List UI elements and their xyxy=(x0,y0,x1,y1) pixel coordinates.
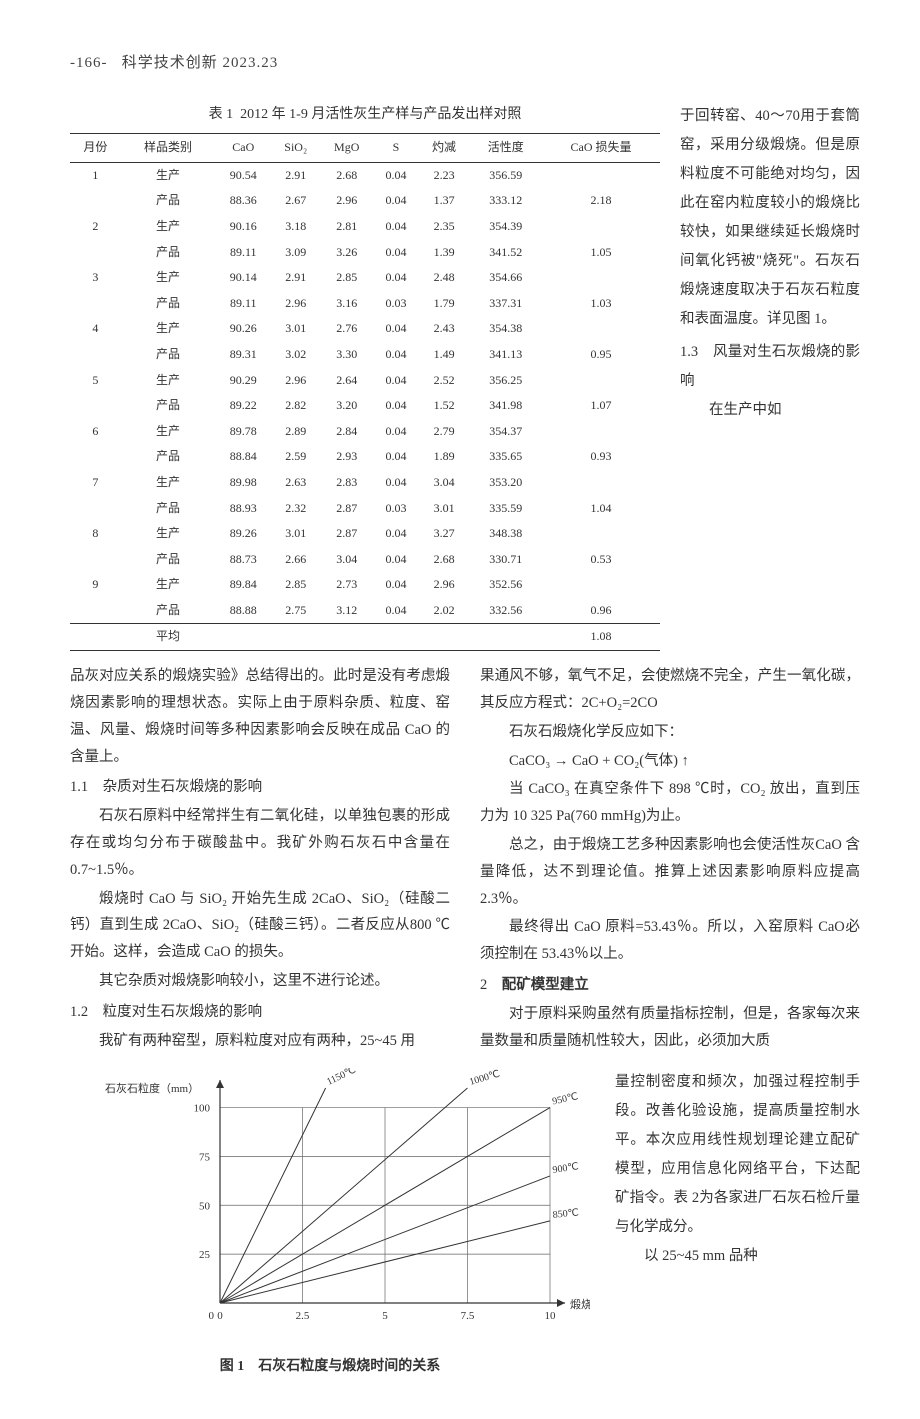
table-row: 产品88.362.672.960.041.37333.122.18 xyxy=(70,188,660,214)
svg-text:75: 75 xyxy=(199,1152,211,1164)
section-1-2: 1.2 粒度对生石灰煅烧的影响 xyxy=(70,999,450,1026)
page-header: -166- 科学技术创新 2023.23 xyxy=(70,50,860,77)
table-col-header: CaO 损失量 xyxy=(542,134,660,163)
table-row: 1生产90.542.912.680.042.23356.59 xyxy=(70,162,660,188)
table-col-header: CaO xyxy=(215,134,271,163)
table-row: 2生产90.163.182.810.042.35354.39 xyxy=(70,214,660,240)
svg-text:50: 50 xyxy=(199,1201,211,1213)
svg-text:7.5: 7.5 xyxy=(461,1310,475,1322)
table-row: 8生产89.263.012.870.043.27348.38 xyxy=(70,521,660,547)
svg-text:石灰石粒度（mm）: 石灰石粒度（mm） xyxy=(105,1081,199,1095)
table-row: 产品88.732.663.040.042.68330.710.53 xyxy=(70,547,660,573)
rn-p2: 在生产中如 xyxy=(709,402,782,418)
svg-text:950℃: 950℃ xyxy=(551,1092,579,1108)
table-row: 4生产90.263.012.760.042.43354.38 xyxy=(70,316,660,342)
table-row: 7生产89.982.632.830.043.04353.20 xyxy=(70,470,660,496)
table-col-header: 灼减 xyxy=(419,134,470,163)
svg-text:100: 100 xyxy=(194,1103,211,1115)
svg-text:25: 25 xyxy=(199,1250,211,1262)
table-row: 6生产89.782.892.840.042.79354.37 xyxy=(70,419,660,445)
rc-p6: 对于原料采购虽然有质量指标控制，但是，各家每次来量数量和质量随机性较大，因此，必… xyxy=(480,1001,860,1055)
left-column: 品灰对应关系的煅烧实验》总结得出的。此时是没有考虑煅烧因素影响的理想状态。实际上… xyxy=(70,663,450,1056)
svg-text:1150℃: 1150℃ xyxy=(325,1068,358,1088)
table-row: 产品89.112.963.160.031.79337.311.03 xyxy=(70,291,660,317)
svg-text:900℃: 900℃ xyxy=(552,1162,580,1177)
svg-text:煅烧时间（小时）: 煅烧时间（小时） xyxy=(570,1297,590,1311)
rc-p3: 当 CaCO₃ 在真空条件下 898 ℃时，CO₂ 放出，直到压力为 10 32… xyxy=(480,776,860,830)
section-2: 2 配矿模型建立 xyxy=(480,972,860,999)
lc-p3: 煅烧时 CaO 与 SiO₂ 开始先生成 2CaO、SiO₂（硅酸二钙）直到生成… xyxy=(70,886,450,966)
svg-text:0: 0 xyxy=(217,1310,223,1322)
figure-1: 0 2.5 5 7.5 10 25 50 75 100 0 1150℃ 1000℃ 950℃ 900℃ 85… xyxy=(70,1068,590,1378)
lc-p4: 其它杂质对煅烧影响较小，这里不进行论述。 xyxy=(70,968,450,995)
lr-p2: 以 25~45 mm 品种 xyxy=(615,1242,860,1271)
table-col-header: 月份 xyxy=(70,134,121,163)
table-avg-row: 平均1.08 xyxy=(70,624,660,651)
journal-name: 科学技术创新 2023.23 xyxy=(122,55,279,71)
svg-text:1000℃: 1000℃ xyxy=(468,1069,501,1088)
svg-text:10: 10 xyxy=(545,1310,557,1322)
svg-text:850℃: 850℃ xyxy=(552,1208,579,1222)
table-row: 产品88.882.753.120.042.02332.560.96 xyxy=(70,598,660,624)
lc-p5: 我矿有两种窑型，原料粒度对应有两种，25~45 用 xyxy=(70,1028,450,1055)
svg-text:0: 0 xyxy=(209,1310,215,1322)
lc-p1: 品灰对应关系的煅烧实验》总结得出的。此时是没有考虑煅烧因素影响的理想状态。实际上… xyxy=(70,663,450,770)
table-col-header: 活性度 xyxy=(469,134,542,163)
rc-p5: 最终得出 CaO 原料=53.43％。所以，入窑原料 CaO必须控制在 53.4… xyxy=(480,914,860,968)
svg-text:2.5: 2.5 xyxy=(296,1310,310,1322)
table-row: 9生产89.842.852.730.042.96352.56 xyxy=(70,572,660,598)
table-col-header: SiO₂ xyxy=(271,134,320,163)
table-col-header: 样品类别 xyxy=(121,134,215,163)
table-row: 产品89.313.023.300.041.49341.130.95 xyxy=(70,342,660,368)
table-row: 产品89.222.823.200.041.52341.981.07 xyxy=(70,393,660,419)
table-1-caption: 表 1 2012 年 1-9 月活性灰生产样与产品发出样对照 xyxy=(70,102,660,127)
rc-eq: CaCO₃ → CaO + CO₂(气体) ↑ xyxy=(480,748,860,775)
rc-p4: 总之，由于煅烧工艺多种因素影响也会使活性灰CaO 含量降低，达不到理论值。推算上… xyxy=(480,832,860,912)
rc-p1: 果通风不够，氧气不足，会使燃烧不完全，产生一氧化碳，其反应方程式：2C+O₂=2… xyxy=(480,663,860,717)
right-narrow-column: 于回转窑、40～70用于套筒窑，采用分级煅烧。但是原料粒度不可能绝对均匀，因此在… xyxy=(680,102,860,651)
section-1-3: 1.3 风量对生石灰煅烧的影响 xyxy=(680,338,860,396)
table-1: 月份样品类别CaOSiO₂MgOS灼减活性度CaO 损失量 1生产90.542.… xyxy=(70,133,660,651)
rc-p2: 石灰石煅烧化学反应如下： xyxy=(480,719,860,746)
right-column: 果通风不够，氧气不足，会使燃烧不完全，产生一氧化碳，其反应方程式：2C+O₂=2… xyxy=(480,663,860,1056)
table-row: 产品88.842.592.930.041.89335.650.93 xyxy=(70,444,660,470)
lc-p2: 石灰石原料中经常拌生有二氧化硅，以单独包裹的形成存在或均匀分布于碳酸盐中。我矿外… xyxy=(70,803,450,883)
table-row: 产品88.932.322.870.033.01335.591.04 xyxy=(70,496,660,522)
section-1-1: 1.1 杂质对生石灰煅烧的影响 xyxy=(70,774,450,801)
figure-1-caption: 图 1 石灰石粒度与煅烧时间的关系 xyxy=(70,1354,590,1379)
lower-right-column: 量控制密度和频次，加强过程控制手段。改善化验设施，提高质量控制水平。本次应用线性… xyxy=(615,1068,860,1378)
table-row: 3生产90.142.912.850.042.48354.66 xyxy=(70,265,660,291)
table-col-header: MgO xyxy=(320,134,373,163)
table-1-wrap: 表 1 2012 年 1-9 月活性灰生产样与产品发出样对照 月份样品类别CaO… xyxy=(70,102,660,651)
lr-p1: 量控制密度和频次，加强过程控制手段。改善化验设施，提高质量控制水平。本次应用线性… xyxy=(615,1074,860,1235)
chart-svg: 0 2.5 5 7.5 10 25 50 75 100 0 1150℃ 1000℃ 950℃ 900℃ 85… xyxy=(70,1068,590,1338)
rn-p1: 于回转窑、40～70用于套筒窑，采用分级煅烧。但是原料粒度不可能绝对均匀，因此在… xyxy=(680,108,860,327)
table-row: 产品89.113.093.260.041.39341.521.05 xyxy=(70,240,660,266)
table-col-header: S xyxy=(373,134,418,163)
page-number: -166- xyxy=(70,55,108,71)
svg-text:5: 5 xyxy=(382,1310,388,1322)
table-row: 5生产90.292.962.640.042.52356.25 xyxy=(70,368,660,394)
